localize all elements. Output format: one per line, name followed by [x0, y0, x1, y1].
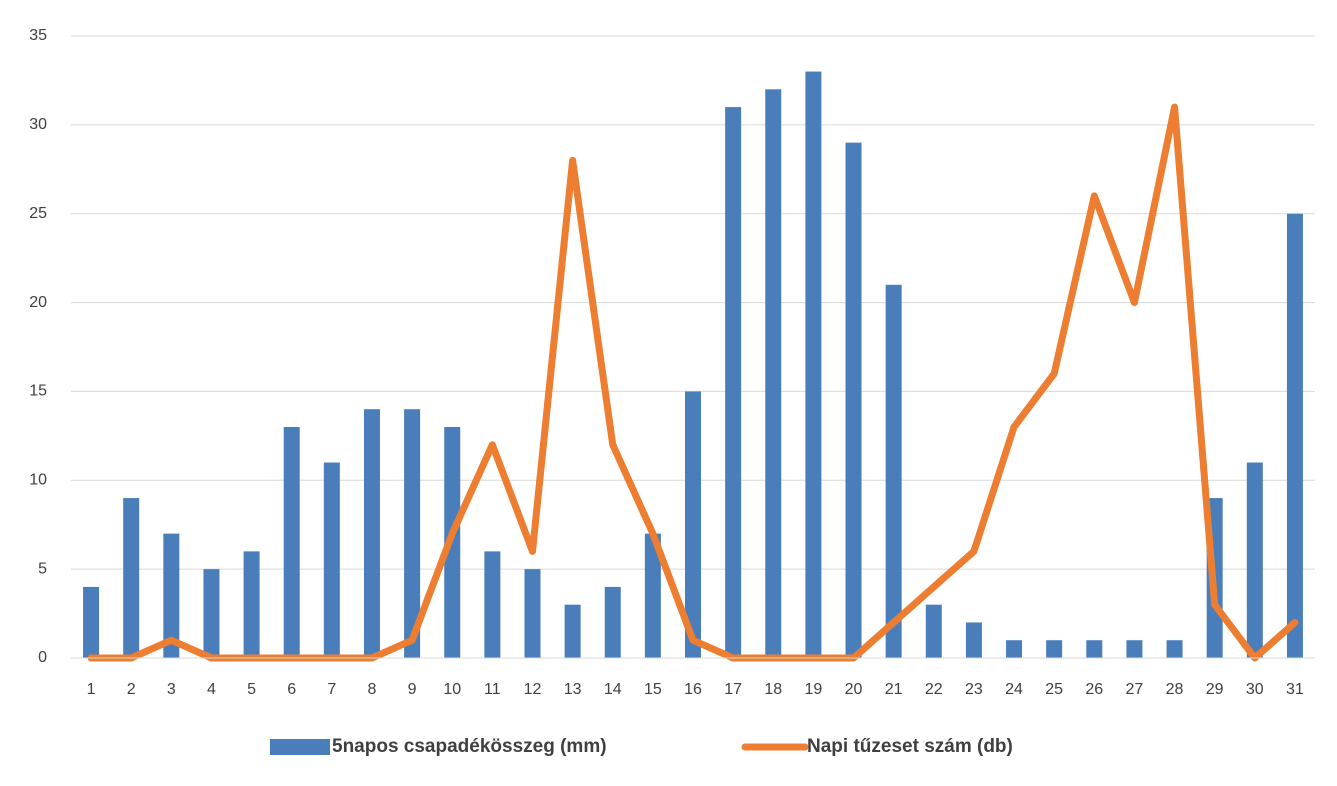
x-tick-label: 6 [287, 681, 296, 698]
x-tick-label: 3 [167, 681, 176, 698]
x-tick-label: 11 [484, 681, 501, 698]
y-tick-label: 0 [38, 649, 47, 666]
bar [604, 586, 621, 658]
x-tick-label: 7 [327, 681, 336, 698]
bar [203, 569, 220, 658]
x-tick-label: 21 [885, 681, 903, 698]
bar [243, 551, 260, 658]
legend-label: Napi tűzeset szám (db) [807, 736, 1013, 757]
x-tick-label: 13 [564, 681, 582, 698]
x-tick-label: 26 [1085, 681, 1103, 698]
x-tick-label: 16 [684, 681, 702, 698]
bar [1086, 640, 1103, 658]
bar [805, 71, 822, 659]
bar [524, 569, 541, 658]
x-tick-label: 20 [845, 681, 863, 698]
bar [925, 604, 942, 658]
x-tick-label: 31 [1286, 681, 1304, 698]
x-tick-label: 24 [1005, 681, 1023, 698]
bar [123, 498, 140, 658]
legend-swatch [270, 739, 330, 755]
bar [1166, 640, 1183, 658]
bar [564, 604, 581, 658]
bar [1246, 462, 1263, 658]
bar [845, 142, 862, 659]
bar [644, 533, 661, 658]
y-tick-label: 10 [29, 472, 47, 489]
bar [283, 426, 300, 658]
x-tick-label: 19 [804, 681, 822, 698]
bar [484, 551, 501, 658]
bar [163, 533, 180, 658]
bar [1126, 640, 1143, 658]
bar [323, 462, 340, 658]
x-tick-label: 8 [368, 681, 377, 698]
x-tick-label: 9 [408, 681, 417, 698]
x-tick-label: 1 [87, 681, 96, 698]
x-tick-label: 14 [604, 681, 622, 698]
x-tick-label: 12 [524, 681, 542, 698]
x-tick-label: 30 [1246, 681, 1264, 698]
x-tick-label: 29 [1206, 681, 1224, 698]
x-tick-label: 27 [1126, 681, 1144, 698]
y-tick-label: 30 [29, 116, 47, 133]
bar [765, 89, 782, 659]
bar [404, 409, 421, 658]
bar [885, 284, 902, 658]
y-tick-label: 25 [29, 205, 47, 222]
x-tick-label: 23 [965, 681, 983, 698]
bar [685, 391, 701, 658]
x-tick-label: 15 [644, 681, 662, 698]
x-tick-label: 4 [207, 681, 216, 698]
y-tick-label: 5 [38, 560, 47, 577]
x-tick-label: 17 [724, 681, 742, 698]
x-tick-label: 22 [925, 681, 943, 698]
bar [725, 107, 742, 659]
bar [1286, 213, 1303, 658]
x-tick-label: 5 [247, 681, 256, 698]
y-tick-label: 20 [29, 294, 47, 311]
bar [363, 409, 380, 658]
x-tick-label: 25 [1045, 681, 1063, 698]
bar [965, 622, 982, 658]
x-tick-label: 10 [443, 681, 461, 698]
y-tick-label: 35 [29, 27, 47, 44]
bar [1046, 640, 1063, 658]
bar [1006, 640, 1023, 658]
x-tick-label: 28 [1166, 681, 1184, 698]
bar [83, 586, 100, 658]
legend-label: 5napos csapadékösszeg (mm) [332, 736, 607, 757]
y-tick-label: 15 [29, 383, 47, 400]
x-tick-label: 18 [764, 681, 782, 698]
x-tick-label: 2 [127, 681, 136, 698]
